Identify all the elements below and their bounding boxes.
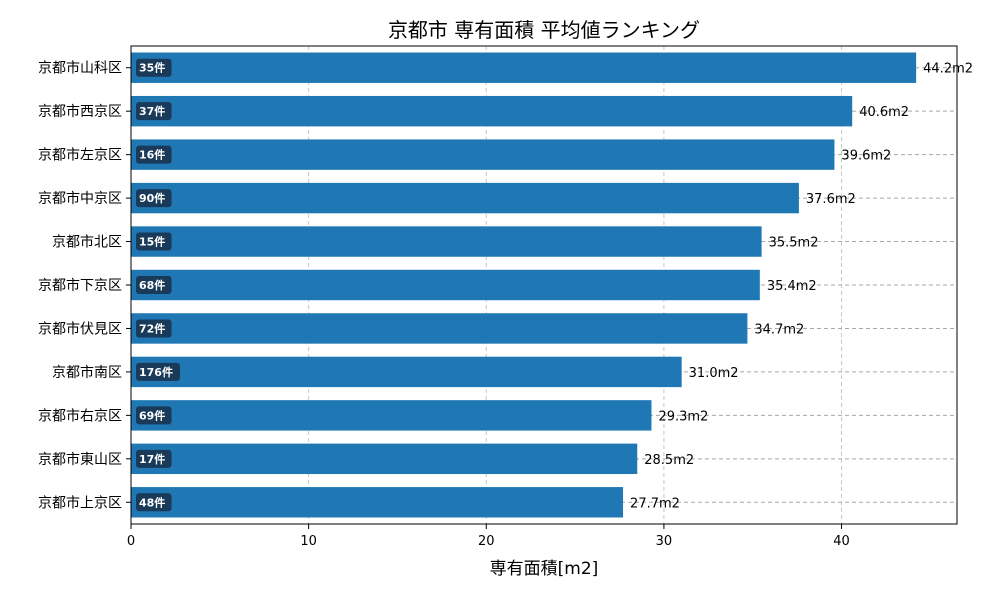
bar — [131, 226, 762, 257]
value-label: 29.3m2 — [658, 409, 708, 424]
bars: 35件 44.2m2 37件 40.6m2 16件 39.6m2 90件 37.6m2 15件 3… — [131, 52, 973, 518]
x-tick-label: 0 — [127, 534, 135, 549]
category-label: 京都市右京区 — [38, 407, 122, 424]
category-label: 京都市山科区 — [38, 60, 122, 77]
count-label: 48件 — [139, 495, 165, 509]
category-label: 京都市中京区 — [38, 190, 122, 207]
value-label: 35.4m2 — [767, 279, 817, 294]
count-badge — [136, 449, 172, 468]
bar — [131, 52, 917, 83]
bar — [131, 487, 624, 518]
x-tick-label: 10 — [300, 534, 317, 549]
count-badge — [136, 145, 172, 164]
x-axis-label: 専有面積[m2] — [490, 559, 599, 579]
x-tick-label: 30 — [656, 534, 673, 549]
category-label: 京都市東山区 — [38, 451, 122, 468]
category-label: 京都市上京区 — [38, 494, 122, 511]
count-label: 35件 — [139, 61, 165, 75]
count-label: 16件 — [139, 148, 165, 162]
bar — [131, 443, 638, 475]
value-label: 31.0m2 — [689, 366, 739, 381]
x-tick-label: 20 — [478, 534, 495, 549]
bar — [131, 182, 799, 214]
bar — [131, 356, 682, 388]
bar — [131, 269, 760, 301]
count-badge — [136, 232, 172, 251]
category-label: 京都市左京区 — [38, 147, 122, 164]
value-label: 35.5m2 — [769, 236, 819, 251]
count-badge — [136, 276, 172, 294]
bar — [131, 313, 748, 344]
x-tick-label: 40 — [833, 534, 850, 549]
bar — [131, 95, 853, 127]
bar — [131, 400, 652, 431]
category-label: 京都市北区 — [52, 234, 122, 251]
count-label: 72件 — [139, 321, 165, 335]
count-badge — [136, 362, 180, 381]
count-badge — [136, 319, 172, 338]
count-badge — [136, 58, 172, 77]
count-label: 176件 — [139, 365, 173, 379]
value-label: 27.7m2 — [630, 496, 680, 511]
count-label: 17件 — [139, 452, 165, 466]
count-badge — [136, 102, 172, 121]
category-label: 京都市伏見区 — [38, 320, 122, 337]
value-label: 37.6m2 — [806, 192, 856, 207]
value-label: 44.2m2 — [923, 62, 973, 77]
count-badge — [136, 406, 172, 425]
category-label: 京都市西京区 — [38, 103, 122, 120]
chart-title: 京都市 専有面積 平均値ランキング — [388, 18, 700, 42]
value-label: 28.5m2 — [644, 453, 694, 468]
count-badge — [136, 493, 172, 512]
x-axis-ticks: 0 10 20 30 40 — [127, 524, 850, 549]
count-label: 37件 — [139, 104, 165, 118]
value-label: 40.6m2 — [859, 105, 909, 120]
count-label: 90件 — [139, 191, 165, 205]
count-badge — [136, 189, 172, 208]
count-label: 69件 — [139, 408, 165, 422]
value-label: 34.7m2 — [754, 322, 804, 337]
category-label: 京都市下京区 — [38, 277, 122, 294]
value-label: 39.6m2 — [841, 149, 891, 164]
bar — [131, 139, 835, 170]
category-label: 京都市南区 — [52, 364, 122, 381]
count-label: 68件 — [139, 278, 165, 292]
y-axis-ticks: 京都市山科区京都市西京区京都市左京区京都市中京区京都市北区京都市下京区京都市伏見… — [38, 60, 131, 511]
count-label: 15件 — [139, 235, 165, 249]
